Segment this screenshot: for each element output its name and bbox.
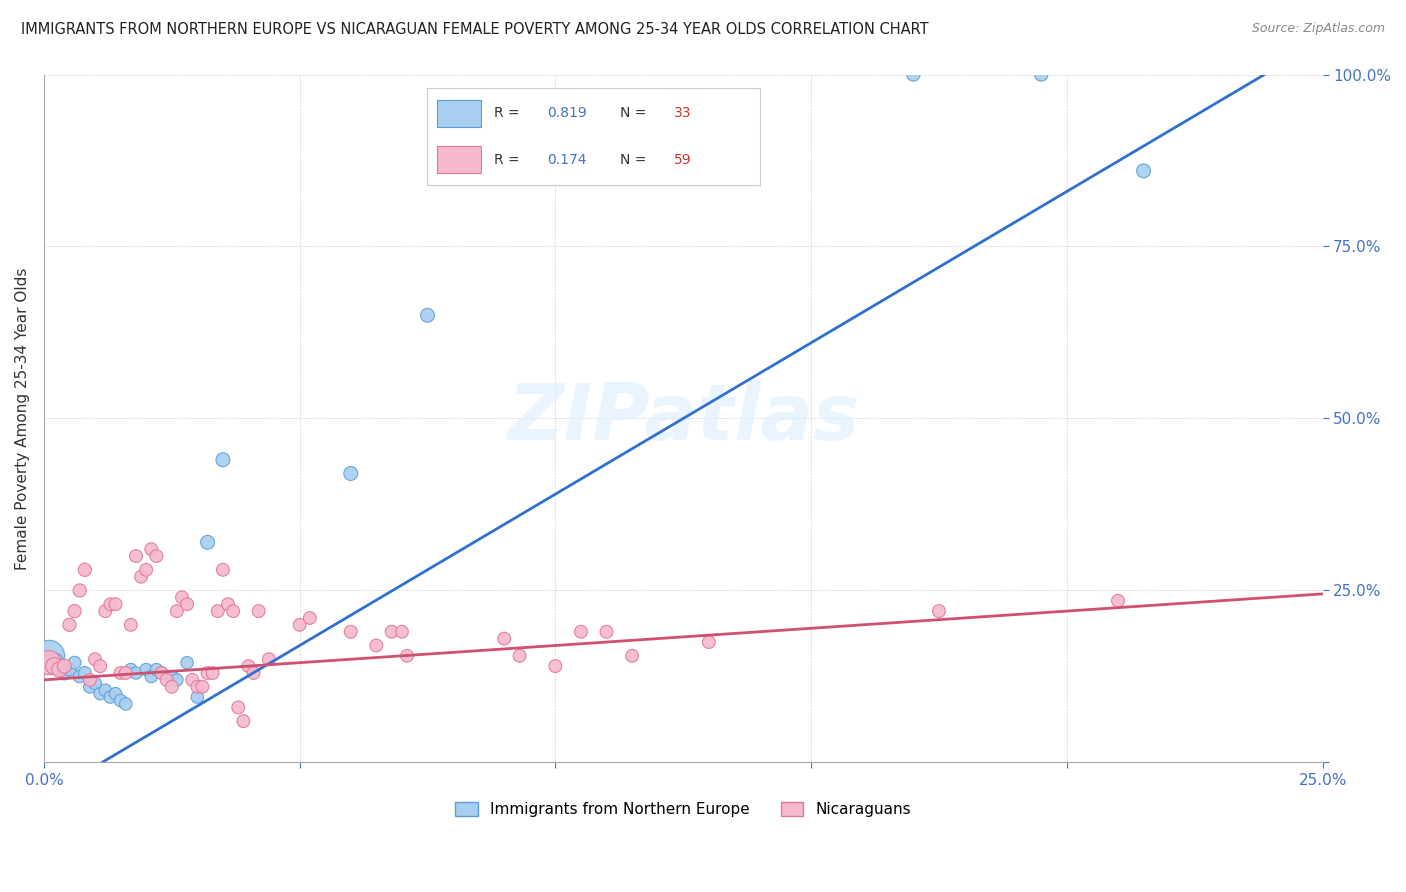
Point <box>207 604 229 618</box>
Point <box>339 467 361 481</box>
Point <box>125 549 148 563</box>
Point <box>120 618 142 632</box>
Point <box>79 680 101 694</box>
Point <box>89 659 111 673</box>
Point <box>697 635 720 649</box>
Point <box>141 669 163 683</box>
Point <box>73 563 96 577</box>
Point <box>94 683 117 698</box>
Point <box>145 663 167 677</box>
Y-axis label: Female Poverty Among 25-34 Year Olds: Female Poverty Among 25-34 Year Olds <box>15 268 30 570</box>
Point <box>58 663 80 677</box>
Point <box>212 563 235 577</box>
Point <box>569 624 592 639</box>
Point <box>114 665 136 680</box>
Point <box>212 452 235 467</box>
Point <box>84 676 107 690</box>
Point <box>288 618 311 632</box>
Point <box>238 659 260 673</box>
Point <box>110 665 132 680</box>
Point <box>621 648 644 663</box>
Point <box>201 665 224 680</box>
Point <box>135 563 157 577</box>
Point <box>494 632 516 646</box>
Point <box>48 659 70 673</box>
Point <box>186 690 208 704</box>
Point <box>156 673 179 687</box>
Point <box>58 618 80 632</box>
Point <box>63 656 86 670</box>
Point <box>366 639 388 653</box>
Point <box>42 659 65 673</box>
Point <box>166 673 188 687</box>
Point <box>226 700 249 714</box>
Point <box>166 604 188 618</box>
Point <box>69 669 91 683</box>
Point <box>160 669 183 683</box>
Point <box>125 665 148 680</box>
Point <box>53 665 76 680</box>
Point <box>928 604 950 618</box>
Point <box>181 673 204 687</box>
Point <box>42 656 65 670</box>
Point <box>416 308 439 322</box>
Point <box>73 665 96 680</box>
Point <box>104 597 127 611</box>
Point <box>903 68 925 82</box>
Point <box>170 591 193 605</box>
Point <box>129 570 152 584</box>
Point <box>544 659 567 673</box>
Point <box>232 714 254 728</box>
Point <box>150 665 173 680</box>
Point <box>222 604 245 618</box>
Point <box>391 624 413 639</box>
Point <box>135 663 157 677</box>
Point <box>114 697 136 711</box>
Point <box>381 624 404 639</box>
Point <box>176 656 198 670</box>
Point <box>141 542 163 557</box>
Point <box>1132 164 1154 178</box>
Point <box>110 693 132 707</box>
Point <box>48 663 70 677</box>
Point <box>38 656 60 670</box>
Point <box>53 659 76 673</box>
Point <box>160 680 183 694</box>
Point <box>38 648 60 663</box>
Point <box>104 687 127 701</box>
Point <box>150 665 173 680</box>
Point <box>217 597 239 611</box>
Legend: Immigrants from Northern Europe, Nicaraguans: Immigrants from Northern Europe, Nicarag… <box>449 797 918 823</box>
Point <box>79 673 101 687</box>
Point <box>242 665 264 680</box>
Point <box>509 648 531 663</box>
Point <box>339 624 361 639</box>
Point <box>197 665 219 680</box>
Point <box>247 604 270 618</box>
Point <box>100 597 122 611</box>
Text: Source: ZipAtlas.com: Source: ZipAtlas.com <box>1251 22 1385 36</box>
Point <box>197 535 219 549</box>
Point <box>145 549 167 563</box>
Point <box>396 648 419 663</box>
Point <box>1031 68 1053 82</box>
Point <box>176 597 198 611</box>
Text: IMMIGRANTS FROM NORTHERN EUROPE VS NICARAGUAN FEMALE POVERTY AMONG 25-34 YEAR OL: IMMIGRANTS FROM NORTHERN EUROPE VS NICAR… <box>21 22 929 37</box>
Point <box>298 611 321 625</box>
Point <box>89 687 111 701</box>
Point <box>63 604 86 618</box>
Point <box>100 690 122 704</box>
Point <box>186 680 208 694</box>
Point <box>1107 594 1129 608</box>
Point <box>120 663 142 677</box>
Point <box>191 680 214 694</box>
Text: ZIPatlas: ZIPatlas <box>508 381 859 457</box>
Point <box>257 652 280 666</box>
Point <box>69 583 91 598</box>
Point <box>595 624 617 639</box>
Point <box>94 604 117 618</box>
Point <box>84 652 107 666</box>
